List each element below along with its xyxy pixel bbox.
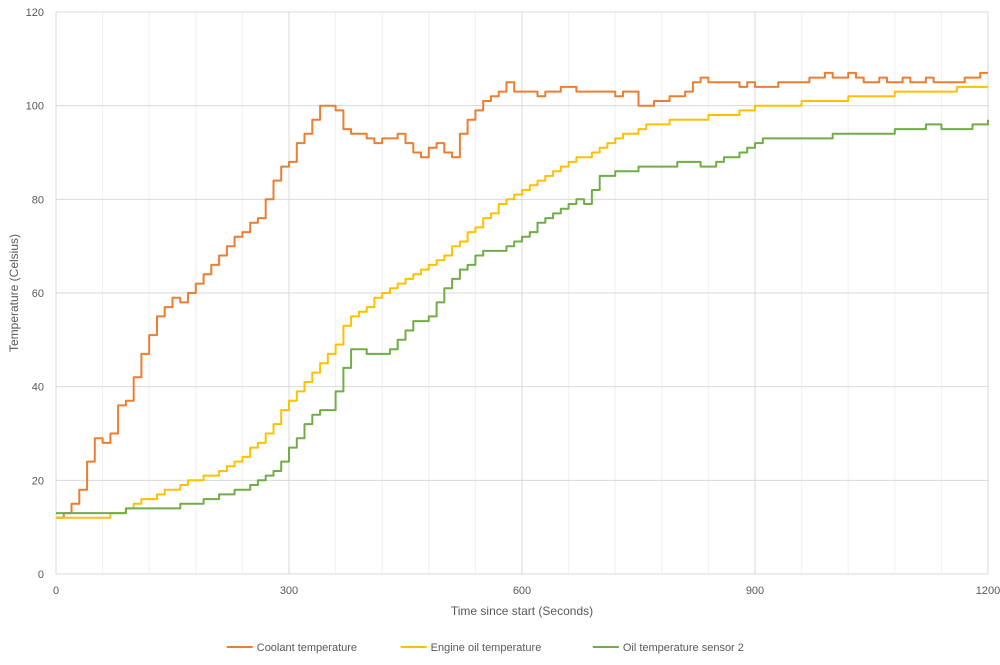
- y-axis-title: Temperature (Celsius): [7, 234, 21, 352]
- y-tick-label: 40: [32, 382, 44, 394]
- y-tick-label: 0: [38, 569, 44, 581]
- x-axis-title: Time since start (Seconds): [451, 604, 593, 618]
- legend: Coolant temperature Engine oil temperatur…: [226, 642, 744, 654]
- series-layer: [56, 71, 989, 519]
- legend-label: Engine oil temperature: [431, 642, 542, 654]
- y-tick-label: 80: [32, 194, 44, 206]
- x-tick-label: 1200: [976, 585, 1000, 597]
- y-axis-ticks: 0 20 40 60 80 100 120: [26, 7, 44, 581]
- legend-label: Oil temperature sensor 2: [623, 642, 744, 654]
- y-tick-label: 20: [32, 475, 44, 487]
- x-tick-label: 300: [280, 585, 298, 597]
- x-tick-label: 900: [746, 585, 764, 597]
- y-tick-label: 100: [26, 101, 44, 113]
- series-line-coolant-temperature: [56, 71, 988, 519]
- x-axis-ticks: 0 300 600 900 1200: [53, 585, 1000, 597]
- x-tick-label: 0: [53, 585, 59, 597]
- series-line-oil-temperature-sensor-2: [56, 119, 989, 515]
- x-tick-label: 600: [513, 585, 531, 597]
- legend-label: Coolant temperature: [257, 642, 357, 654]
- series-line-engine-oil-temperature: [56, 85, 988, 519]
- y-tick-label: 60: [32, 288, 44, 300]
- y-tick-label: 120: [26, 7, 44, 19]
